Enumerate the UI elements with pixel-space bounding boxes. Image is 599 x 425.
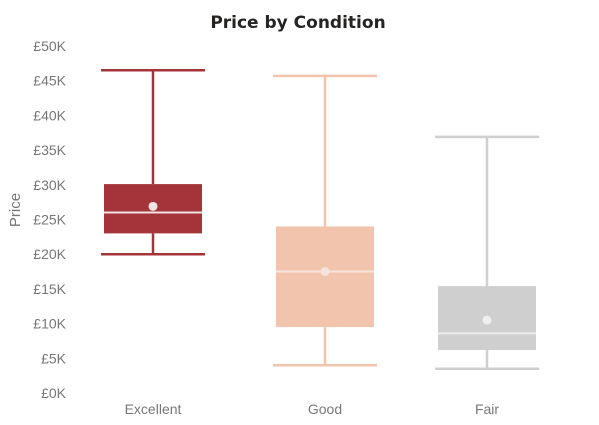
box-good — [273, 76, 377, 365]
y-axis-label: Price — [7, 193, 24, 227]
iqr-box — [276, 226, 374, 327]
x-axis-ticks: Excellent Good Fair — [125, 401, 500, 417]
y-tick-label: £30K — [33, 177, 66, 193]
y-tick-label: £15K — [33, 281, 66, 297]
x-tick-label: Fair — [475, 401, 499, 417]
y-tick-label: £10K — [33, 316, 66, 332]
mean-marker — [483, 316, 492, 325]
y-tick-label: £40K — [33, 107, 66, 123]
y-tick-label: £5K — [41, 350, 67, 366]
y-tick-label: £35K — [33, 142, 66, 158]
plot-area — [101, 70, 539, 368]
y-tick-label: £25K — [33, 212, 66, 228]
y-tick-label: £20K — [33, 246, 66, 262]
y-tick-label: £0K — [41, 385, 67, 401]
y-axis-ticks: £0K £5K £10K £15K £20K £25K £30K £35K £40K £45K £5… — [33, 38, 66, 401]
mean-marker — [149, 202, 158, 211]
mean-marker — [321, 267, 330, 276]
y-tick-label: £50K — [33, 38, 66, 54]
box-excellent — [101, 70, 205, 254]
y-tick-label: £45K — [33, 73, 66, 89]
x-tick-label: Excellent — [125, 401, 182, 417]
x-tick-label: Good — [308, 401, 342, 417]
box-fair — [435, 137, 539, 369]
chart-title: Price by Condition — [210, 13, 385, 33]
